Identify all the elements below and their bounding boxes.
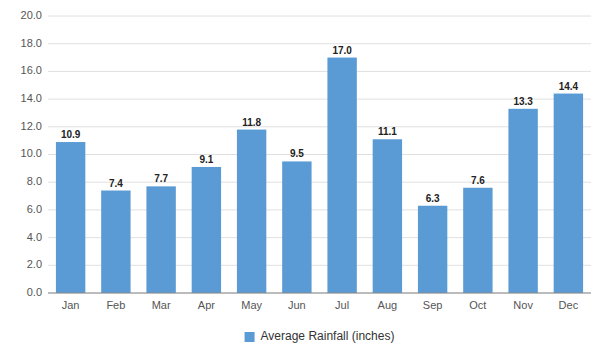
bars	[56, 58, 583, 293]
y-tick-label: 14.0	[21, 92, 42, 104]
x-tick-label: Dec	[559, 299, 579, 311]
legend: Average Rainfall (inches)	[245, 329, 395, 343]
bar	[56, 142, 85, 293]
grid-line	[48, 99, 591, 100]
bar	[463, 188, 492, 293]
grid	[48, 16, 591, 293]
data-label: 10.9	[61, 129, 81, 140]
grid-line	[48, 16, 591, 17]
data-label: 9.1	[199, 154, 213, 165]
x-tick-label: Jul	[335, 299, 349, 311]
x-tick-label: May	[241, 299, 262, 311]
legend-swatch	[245, 332, 255, 342]
x-tick-label: Aug	[378, 299, 398, 311]
bar	[418, 206, 447, 293]
data-label: 9.5	[290, 148, 304, 159]
bar	[327, 58, 356, 293]
y-tick-label: 8.0	[27, 175, 42, 187]
data-label: 11.1	[378, 126, 397, 137]
bar	[554, 94, 583, 293]
legend-label: Average Rainfall (inches)	[261, 329, 395, 343]
x-tick-label: Sep	[423, 299, 443, 311]
y-axis: 0.0 2.0 4.0 6.0 8.0 10.0 12.0 14.0 16.0 18.0 20.0	[21, 9, 42, 298]
data-label: 7.4	[109, 178, 123, 189]
bar	[237, 130, 266, 293]
bar	[192, 167, 221, 293]
grid-line	[48, 71, 591, 72]
data-label: 13.3	[513, 96, 533, 107]
page: {"chart_data": {"type": "bar", "categori…	[0, 0, 603, 355]
grid-line	[48, 293, 591, 294]
chart: 0.0 2.0 4.0 6.0 8.0 10.0 12.0 14.0 16.0 18.0 20.0 1…	[0, 0, 603, 355]
y-tick-label: 2.0	[27, 258, 42, 270]
y-tick-label: 18.0	[21, 37, 42, 49]
x-axis: Jan Feb Mar Apr May Jun Jul Aug Sep Oct Nov Dec	[48, 293, 591, 311]
data-label: 17.0	[332, 45, 352, 56]
data-label: 6.3	[426, 193, 440, 204]
x-tick-label: Nov	[513, 299, 533, 311]
y-tick-label: 12.0	[21, 120, 42, 132]
x-tick-label: Jan	[62, 299, 80, 311]
data-label: 11.8	[242, 117, 261, 128]
bar	[508, 109, 537, 293]
bar	[101, 191, 130, 293]
background	[0, 0, 603, 355]
bar	[373, 139, 402, 293]
data-label: 7.6	[471, 175, 485, 186]
y-tick-label: 6.0	[27, 203, 42, 215]
y-tick-label: 4.0	[27, 231, 42, 243]
y-tick-label: 16.0	[21, 64, 42, 76]
bar	[282, 161, 311, 293]
y-tick-label: 20.0	[21, 9, 42, 21]
x-tick-label: Mar	[152, 299, 171, 311]
x-axis-line	[48, 293, 591, 294]
y-tick-label: 10.0	[21, 147, 42, 159]
x-tick-label: Oct	[469, 299, 486, 311]
grid-line	[48, 43, 591, 44]
data-label: 14.4	[559, 81, 579, 92]
x-tick-label: Jun	[288, 299, 306, 311]
y-tick-label: 0.0	[27, 286, 42, 298]
x-tick-label: Apr	[198, 299, 215, 311]
data-labels: 10.9 7.4 7.7 9.1 11.8 9.5 17.0 11.1 6.3 7.6 13.3 14…	[61, 45, 579, 204]
x-tick-label: Feb	[106, 299, 125, 311]
bar	[146, 186, 175, 293]
data-label: 7.7	[154, 173, 168, 184]
